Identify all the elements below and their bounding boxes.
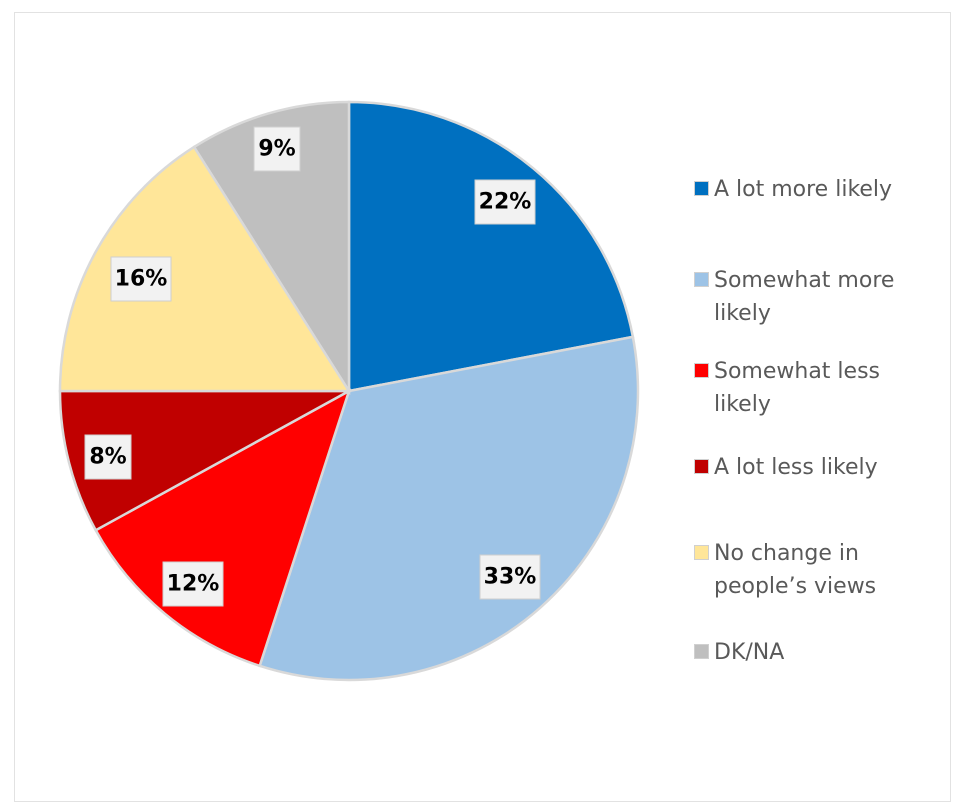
legend-label: DK/NA xyxy=(714,640,785,665)
legend-swatch xyxy=(695,546,708,559)
data-label-box xyxy=(253,126,301,172)
data-label-3: 8% xyxy=(84,434,132,480)
legend-swatch xyxy=(695,364,708,377)
data-label-5: 9% xyxy=(253,126,301,172)
data-label-0: 22% xyxy=(474,179,536,225)
data-label-text: 33% xyxy=(484,565,537,590)
data-label-box xyxy=(84,434,132,480)
data-label-4: 16% xyxy=(110,256,172,302)
pie-slice-2 xyxy=(94,388,352,668)
legend-item-somewhat-less-likely: Somewhat less likely xyxy=(695,355,945,421)
legend-swatch xyxy=(695,182,708,195)
legend-swatch xyxy=(695,273,708,286)
legend-label: No change in people’s views xyxy=(714,541,877,599)
legend-item-dk-na: DK/NA xyxy=(695,636,945,669)
pie-slice-5 xyxy=(192,100,351,396)
legend-item-no-change: No change in people’s views xyxy=(695,537,945,603)
pie-slices xyxy=(58,100,640,682)
data-label-text: 8% xyxy=(89,445,126,470)
legend-swatch xyxy=(695,645,708,658)
data-label-text: 9% xyxy=(258,137,295,162)
data-label-box xyxy=(474,179,536,225)
legend-swatch xyxy=(695,460,708,473)
pie-slice-4 xyxy=(58,145,352,393)
legend-label: Somewhat more likely xyxy=(714,268,895,326)
legend-item-somewhat-more-likely: Somewhat more likely xyxy=(695,264,945,330)
pie-slice-1 xyxy=(258,335,640,682)
legend-label: A lot less likely xyxy=(714,455,878,480)
data-label-text: 16% xyxy=(115,267,168,292)
data-label-1: 33% xyxy=(479,554,541,600)
legend-label: A lot more likely xyxy=(714,177,893,202)
data-label-2: 12% xyxy=(162,561,224,607)
data-label-text: 12% xyxy=(167,572,220,597)
legend-item-a-lot-less-likely: A lot less likely xyxy=(695,451,945,484)
pie-slice-0 xyxy=(347,100,635,393)
data-label-box xyxy=(110,256,172,302)
legend-item-a-lot-more-likely: A lot more likely xyxy=(695,173,945,206)
pie-data-labels: 22% 33% 12% 8% 16% 9% xyxy=(84,126,541,607)
legend-label: Somewhat less likely xyxy=(714,359,880,417)
data-label-box xyxy=(162,561,224,607)
data-label-text: 22% xyxy=(479,190,532,215)
data-label-box xyxy=(479,554,541,600)
pie-slice-3 xyxy=(58,389,350,532)
